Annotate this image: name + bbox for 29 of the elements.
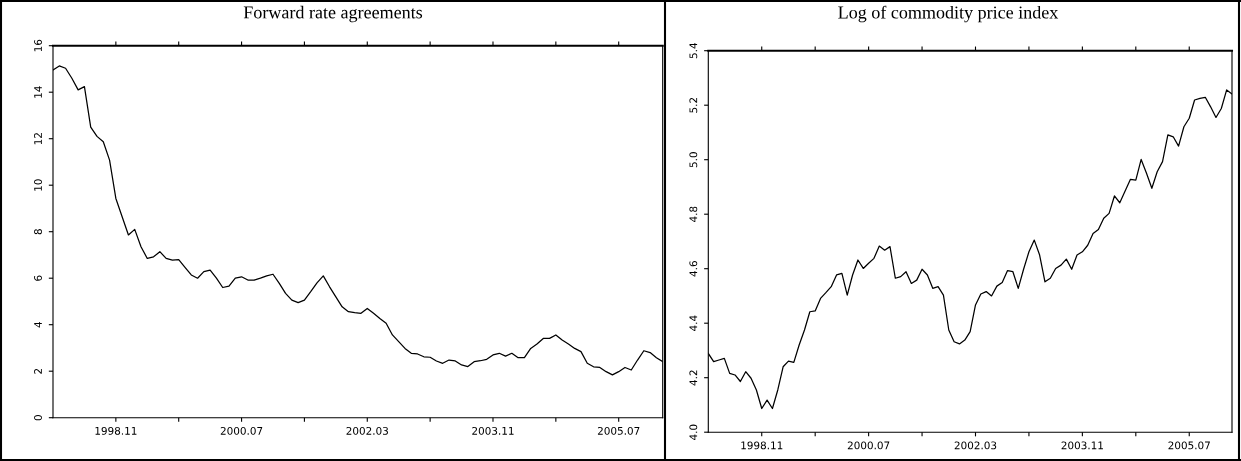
y-tick-label: 5.0 [689, 152, 698, 168]
x-tick-label: 2000.07 [847, 441, 890, 450]
y-tick-label: 5.4 [689, 43, 698, 59]
y-tick-label: 4.4 [689, 315, 698, 331]
x-tick-label: 1998.11 [95, 426, 137, 435]
y-tick-label: 4.2 [689, 370, 698, 386]
y-tick-label: 2 [34, 368, 42, 374]
x-tick-label: 2003.11 [472, 426, 514, 435]
y-tick-label: 8 [34, 229, 42, 235]
x-tick-label: 2002.03 [954, 441, 997, 450]
y-tick-label: 10 [34, 179, 42, 191]
y-tick-label: 4 [34, 321, 42, 328]
y-tick-label: 12 [34, 133, 42, 145]
y-tick-label: 16 [34, 39, 42, 52]
x-tick-label: 2000.07 [220, 426, 263, 435]
chart-title: Log of commodity price index [838, 5, 1059, 23]
y-tick-label: 4.0 [689, 424, 698, 440]
y-tick-label: 0 [34, 415, 42, 421]
y-tick-label: 4.8 [689, 206, 698, 222]
x-tick-label: 2003.11 [1061, 441, 1103, 450]
x-tick-label: 2005.07 [597, 426, 640, 435]
y-tick-label: 6 [34, 275, 42, 281]
y-tick-label: 4.6 [689, 261, 698, 277]
x-tick-label: 1998.11 [741, 441, 783, 450]
y-tick-label: 5.2 [689, 97, 698, 113]
x-tick-label: 2005.07 [1168, 441, 1210, 450]
x-tick-label: 2002.03 [346, 426, 388, 435]
y-tick-label: 14 [34, 86, 42, 98]
chart-title: Forward rate agreements [243, 5, 423, 23]
